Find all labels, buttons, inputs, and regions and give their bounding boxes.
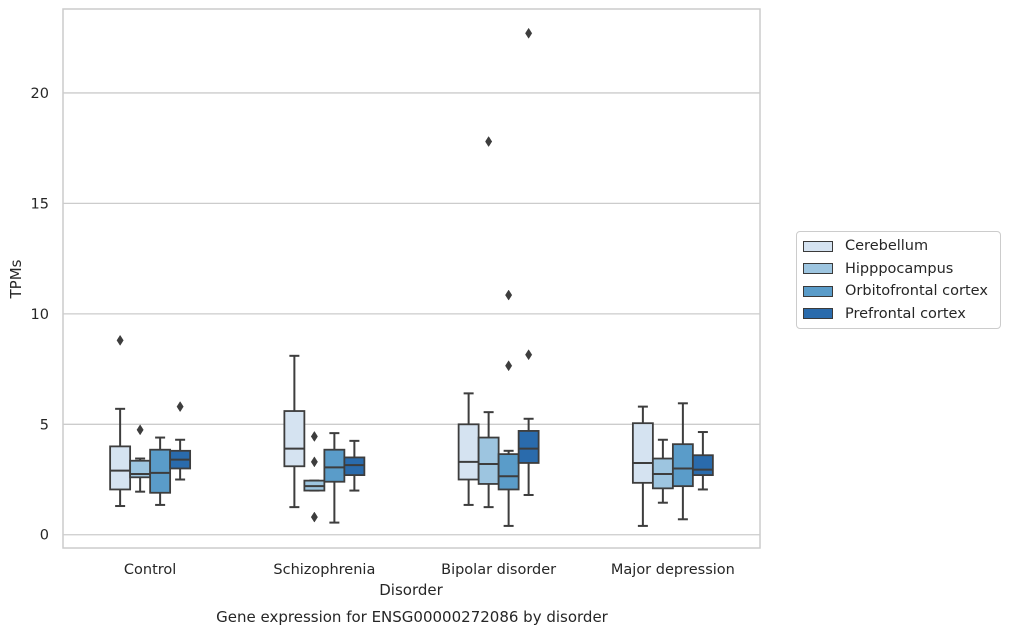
legend-item: Cerebellum — [797, 235, 1000, 258]
legend-label: Prefrontal cortex — [845, 305, 966, 322]
y-tick-label: 5 — [40, 417, 49, 433]
box — [631, 422, 654, 484]
outlier-point — [176, 401, 184, 413]
box-group — [323, 432, 346, 524]
y-axis-label: TPMs — [7, 259, 25, 299]
box — [323, 448, 346, 483]
y-tick-label: 15 — [31, 196, 49, 212]
legend-item: Orbitofrontal cortex — [797, 280, 1000, 303]
box — [283, 410, 306, 468]
outlier-point — [505, 289, 513, 301]
outlier-point — [310, 511, 318, 523]
box — [497, 453, 520, 491]
x-axis-label: Disorder — [379, 581, 443, 599]
legend: Cerebellum Hipppocampus Orbitofrontal co… — [796, 231, 1001, 329]
legend-item: Prefrontal cortex — [797, 303, 1000, 326]
box-group — [671, 402, 694, 521]
chart-title: Gene expression for ENSG00000272086 by d… — [216, 608, 609, 626]
box-group — [303, 430, 326, 523]
x-tick-label: Bipolar disorder — [441, 562, 556, 578]
y-tick-label: 10 — [31, 307, 49, 323]
box-group — [457, 392, 480, 506]
box — [109, 445, 132, 491]
legend-label: Cerebellum — [845, 238, 929, 255]
box-groups — [109, 27, 714, 527]
box — [671, 443, 694, 488]
x-tick-label: Major depression — [611, 562, 735, 578]
box — [517, 430, 540, 464]
box — [149, 448, 172, 494]
box — [457, 423, 480, 481]
outlier-point — [310, 456, 318, 468]
box-group — [651, 438, 674, 504]
box-group — [497, 289, 520, 527]
box-group — [691, 431, 714, 491]
box-group — [343, 439, 366, 492]
box-group — [517, 27, 540, 496]
y-tick-label: 20 — [31, 86, 49, 102]
outlier-point — [525, 27, 533, 39]
outlier-point — [505, 360, 513, 372]
box — [691, 454, 714, 477]
box-group — [169, 401, 192, 481]
y-tick-label: 0 — [40, 528, 49, 544]
outlier-point — [485, 136, 493, 148]
plot-frame — [62, 8, 761, 549]
box-group — [283, 354, 306, 509]
box — [343, 456, 366, 477]
legend-item: Hipppocampus — [797, 258, 1000, 281]
box-group — [129, 424, 152, 493]
legend-swatch — [803, 263, 833, 275]
box-group — [109, 334, 132, 508]
box-group — [477, 136, 500, 509]
y-tick-labels: 0 5 10 15 20 — [31, 86, 49, 544]
outlier-point — [116, 334, 124, 346]
outlier-point — [525, 349, 533, 361]
x-tick-label: Schizophrenia — [273, 562, 375, 578]
legend-swatch — [803, 240, 833, 252]
box-group — [149, 436, 172, 506]
legend-swatch — [803, 308, 833, 320]
box — [477, 436, 500, 485]
legend-label: Hipppocampus — [845, 260, 954, 277]
box-group — [631, 405, 654, 527]
outlier-point — [310, 430, 318, 442]
outlier-point — [136, 424, 144, 436]
legend-swatch — [803, 285, 833, 297]
x-tick-label: Control — [124, 562, 176, 578]
legend-label: Orbitofrontal cortex — [845, 283, 988, 300]
x-tick-labels: Control Schizophrenia Bipolar disorder Majo… — [124, 562, 735, 578]
